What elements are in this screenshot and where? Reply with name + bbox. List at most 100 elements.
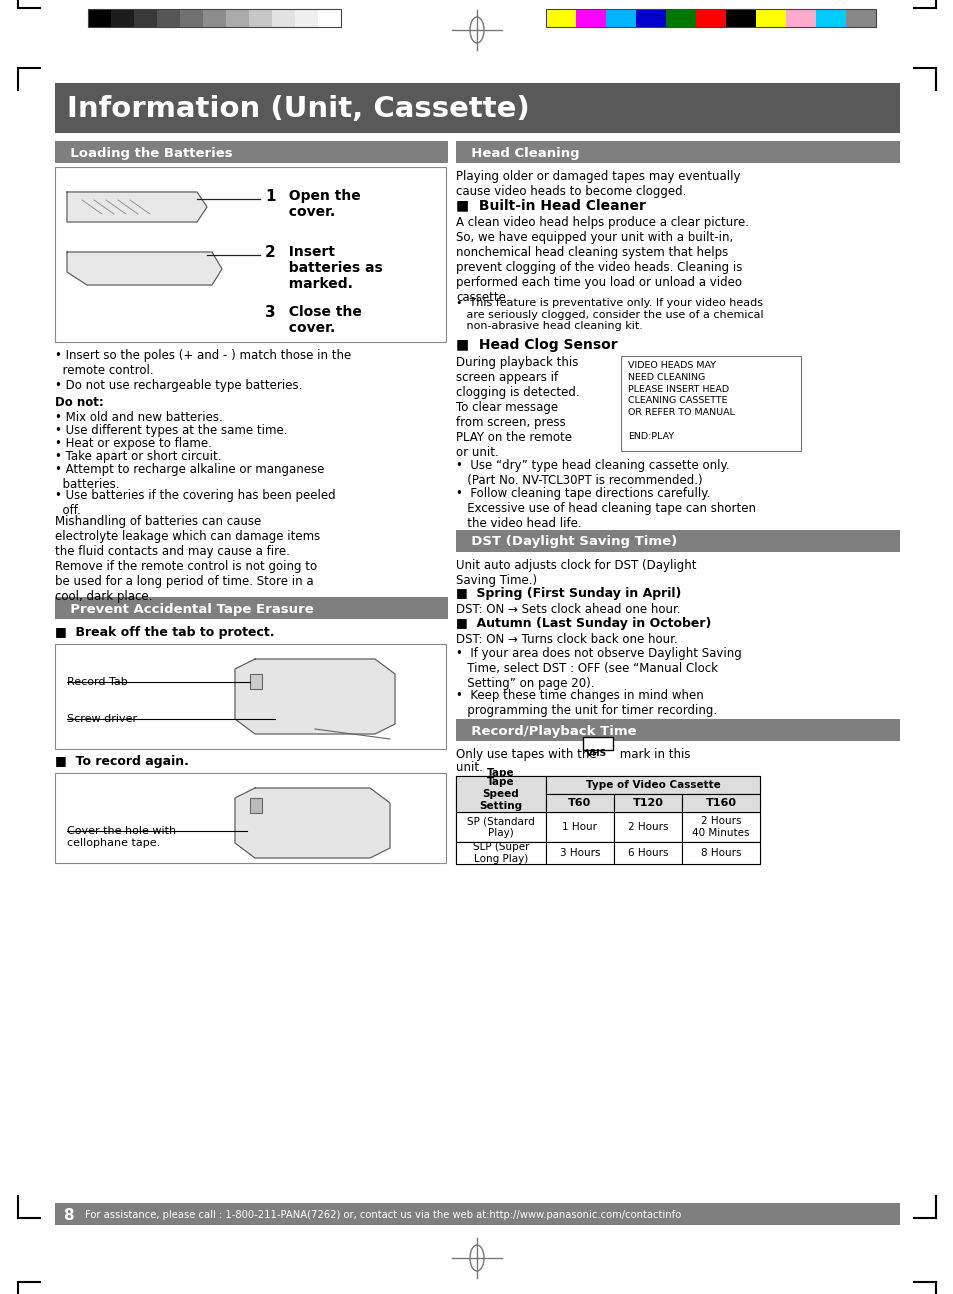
Bar bbox=[456, 842, 760, 864]
Bar bbox=[681, 842, 760, 864]
Text: DST (Daylight Saving Time): DST (Daylight Saving Time) bbox=[461, 536, 677, 549]
Bar bbox=[614, 842, 681, 864]
Text: Do not:: Do not: bbox=[55, 396, 104, 409]
Text: Record/Playback Time: Record/Playback Time bbox=[461, 725, 636, 738]
Bar bbox=[582, 738, 613, 751]
Bar bbox=[249, 9, 272, 27]
Text: 1: 1 bbox=[265, 189, 275, 204]
Bar bbox=[614, 795, 681, 813]
Bar bbox=[55, 141, 448, 163]
Text: 6 Hours: 6 Hours bbox=[627, 848, 667, 858]
Text: ■  Spring (First Sunday in April): ■ Spring (First Sunday in April) bbox=[456, 587, 680, 600]
Text: Type of Video Cassette: Type of Video Cassette bbox=[585, 780, 720, 791]
Bar bbox=[294, 9, 317, 27]
Bar bbox=[545, 776, 760, 795]
Bar bbox=[614, 813, 681, 842]
Bar bbox=[55, 773, 446, 863]
Text: 1 Hour: 1 Hour bbox=[562, 822, 597, 832]
Bar bbox=[317, 9, 340, 27]
Bar bbox=[55, 83, 899, 133]
Bar bbox=[456, 141, 899, 163]
Bar bbox=[180, 9, 203, 27]
Text: 2 Hours
40 Minutes: 2 Hours 40 Minutes bbox=[692, 817, 749, 837]
Bar bbox=[815, 9, 845, 27]
Text: • Do not use rechargeable type batteries.: • Do not use rechargeable type batteries… bbox=[55, 379, 302, 392]
Text: ■  Break off the tab to protect.: ■ Break off the tab to protect. bbox=[55, 626, 274, 639]
Text: ■  Head Clog Sensor: ■ Head Clog Sensor bbox=[456, 338, 617, 352]
Text: T60: T60 bbox=[568, 798, 591, 807]
Bar bbox=[55, 1203, 899, 1225]
Bar bbox=[545, 842, 614, 864]
Bar bbox=[456, 842, 545, 864]
Bar bbox=[545, 9, 576, 27]
Bar bbox=[845, 9, 875, 27]
Bar bbox=[545, 795, 614, 813]
Bar bbox=[456, 719, 899, 741]
Text: • Mix old and new batteries.: • Mix old and new batteries. bbox=[55, 411, 222, 424]
Bar bbox=[456, 813, 760, 842]
Polygon shape bbox=[234, 659, 395, 734]
Text: Only use tapes with the: Only use tapes with the bbox=[456, 748, 599, 761]
Text: T160: T160 bbox=[705, 798, 736, 807]
Text: Record Tab: Record Tab bbox=[67, 677, 128, 687]
Bar bbox=[681, 813, 760, 842]
Bar bbox=[605, 9, 636, 27]
Polygon shape bbox=[67, 252, 222, 285]
Bar bbox=[755, 9, 785, 27]
Bar bbox=[55, 644, 446, 749]
Text: A clean video head helps produce a clear picture.
So, we have equipped your unit: A clean video head helps produce a clear… bbox=[456, 216, 748, 304]
Text: Head Cleaning: Head Cleaning bbox=[461, 146, 579, 159]
Bar bbox=[88, 9, 111, 27]
Text: T120: T120 bbox=[632, 798, 662, 807]
Bar bbox=[226, 9, 249, 27]
Text: 3: 3 bbox=[265, 305, 275, 320]
Bar bbox=[725, 9, 755, 27]
Bar bbox=[620, 356, 801, 452]
Text: 2 Hours: 2 Hours bbox=[627, 822, 667, 832]
Text: • Attempt to recharge alkaline or manganese
  batteries.: • Attempt to recharge alkaline or mangan… bbox=[55, 463, 324, 490]
Text: Tape
Speed
Setting: Tape Speed Setting bbox=[479, 778, 522, 810]
Bar bbox=[545, 813, 614, 842]
Text: ■  Autumn (Last Sunday in October): ■ Autumn (Last Sunday in October) bbox=[456, 617, 711, 630]
Text: ■  Built-in Head Cleaner: ■ Built-in Head Cleaner bbox=[456, 198, 645, 212]
Bar bbox=[785, 9, 815, 27]
Text: • Insert so the poles (+ and - ) match those in the
  remote control.: • Insert so the poles (+ and - ) match t… bbox=[55, 349, 351, 377]
Text: 8: 8 bbox=[63, 1207, 73, 1223]
Text: ■  To record again.: ■ To record again. bbox=[55, 754, 189, 769]
Text: • Use batteries if the covering has been peeled
  off.: • Use batteries if the covering has been… bbox=[55, 489, 335, 518]
Text: Mishandling of batteries can cause
electrolyte leakage which can damage items
th: Mishandling of batteries can cause elect… bbox=[55, 515, 320, 603]
Bar bbox=[696, 9, 725, 27]
Polygon shape bbox=[234, 788, 390, 858]
Text: Open the
  cover.: Open the cover. bbox=[278, 189, 360, 219]
Text: During playback this
screen appears if
clogging is detected.
To clear message
fr: During playback this screen appears if c… bbox=[456, 356, 579, 459]
Bar bbox=[55, 167, 446, 342]
Text: VHS: VHS bbox=[585, 749, 606, 758]
Text: Close the
  cover.: Close the cover. bbox=[278, 305, 361, 335]
Text: Tape
Speed
Setting: Tape Speed Setting bbox=[479, 769, 522, 801]
Bar bbox=[250, 674, 262, 688]
Bar bbox=[665, 9, 696, 27]
Bar bbox=[203, 9, 226, 27]
Text: For assistance, please call : 1-800-211-PANA(7262) or, contact us via the web at: For assistance, please call : 1-800-211-… bbox=[85, 1210, 680, 1220]
Text: Prevent Accidental Tape Erasure: Prevent Accidental Tape Erasure bbox=[61, 603, 314, 616]
Bar bbox=[55, 597, 448, 619]
Text: Insert
  batteries as
  marked.: Insert batteries as marked. bbox=[278, 245, 382, 291]
Text: Unit auto adjusts clock for DST (Daylight
Saving Time.): Unit auto adjusts clock for DST (Dayligh… bbox=[456, 559, 696, 587]
Text: • Take apart or short circuit.: • Take apart or short circuit. bbox=[55, 450, 221, 463]
Text: 2: 2 bbox=[265, 245, 275, 260]
Text: •  Use “dry” type head cleaning cassette only.
   (Part No. NV-TCL30PT is recomm: • Use “dry” type head cleaning cassette … bbox=[456, 459, 729, 487]
Bar bbox=[157, 9, 180, 27]
Text: 8 Hours: 8 Hours bbox=[700, 848, 740, 858]
Text: DST: ON → Sets clock ahead one hour.: DST: ON → Sets clock ahead one hour. bbox=[456, 603, 679, 616]
Text: Cover the hole with
cellophane tape.: Cover the hole with cellophane tape. bbox=[67, 826, 176, 848]
Bar bbox=[133, 9, 157, 27]
Bar bbox=[272, 9, 294, 27]
Bar bbox=[456, 776, 545, 813]
Text: mark in this: mark in this bbox=[616, 748, 690, 761]
Text: unit.: unit. bbox=[456, 761, 482, 774]
Polygon shape bbox=[67, 192, 207, 223]
Text: • Use different types at the same time.: • Use different types at the same time. bbox=[55, 424, 287, 437]
Bar bbox=[576, 9, 605, 27]
Text: • Heat or expose to flame.: • Heat or expose to flame. bbox=[55, 437, 212, 450]
Bar bbox=[681, 795, 760, 813]
